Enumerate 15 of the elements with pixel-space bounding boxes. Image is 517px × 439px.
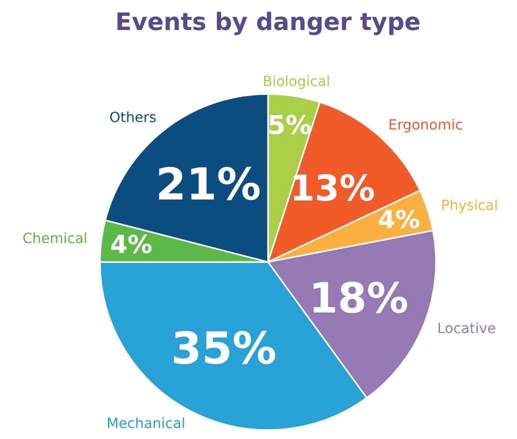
data-label: 35% [171, 323, 276, 374]
data-label: 4% [110, 230, 153, 260]
data-label: 4% [378, 204, 420, 234]
slice-label: Biological [262, 74, 330, 90]
data-label: 21% [156, 160, 261, 211]
slice-label: Others [109, 110, 156, 126]
slice-label: Ergonomic [388, 117, 463, 134]
slice-label: Chemical [22, 231, 88, 248]
data-label: 18% [308, 273, 408, 322]
slice-label: Locative [437, 321, 496, 337]
slice-label: Mechanical [106, 416, 186, 432]
data-label: 13% [290, 168, 376, 210]
data-label: 5% [267, 110, 312, 141]
slice-label: Physical [441, 198, 498, 214]
chart-title: Events by danger type [115, 8, 421, 36]
